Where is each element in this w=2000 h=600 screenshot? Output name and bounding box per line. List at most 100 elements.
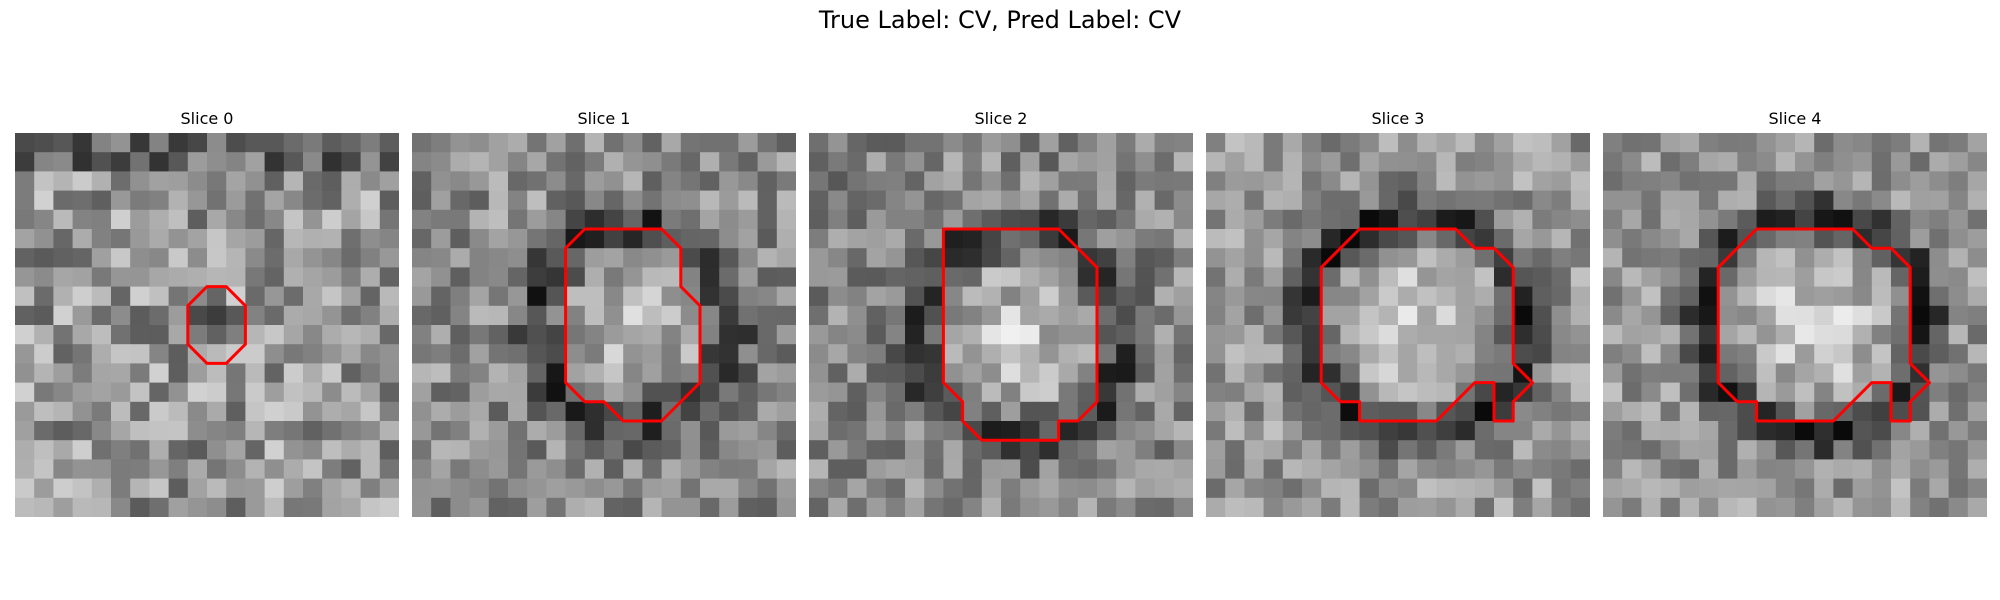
pixel: [1622, 287, 1642, 307]
pixel: [1833, 459, 1853, 479]
pixel: [1532, 402, 1552, 422]
pixel: [700, 248, 720, 268]
pixel: [1059, 440, 1079, 460]
pixel: [1135, 171, 1155, 191]
pixel: [508, 133, 528, 153]
pixel: [53, 459, 73, 479]
pixel: [1436, 325, 1456, 345]
pixel: [1244, 363, 1264, 383]
pixel: [450, 402, 470, 422]
pixel: [924, 459, 944, 479]
pixel: [1116, 229, 1136, 249]
pixel: [1949, 171, 1969, 191]
pixel: [963, 287, 983, 307]
pixel: [867, 440, 887, 460]
pixel: [1360, 479, 1380, 499]
pixel: [1552, 248, 1572, 268]
pixel: [1872, 229, 1892, 249]
pixel: [73, 363, 93, 383]
pixel: [1641, 306, 1661, 326]
pixel: [284, 363, 304, 383]
pixel: [1379, 171, 1399, 191]
pixel: [1641, 191, 1661, 211]
pixel: [1891, 325, 1911, 345]
pixel: [1641, 421, 1661, 441]
pixel: [380, 479, 399, 499]
pixel: [284, 440, 304, 460]
pixel: [1968, 171, 1987, 191]
pixel: [1379, 229, 1399, 249]
pixel: [1078, 229, 1098, 249]
pixel: [1833, 479, 1853, 499]
pixel: [1116, 210, 1136, 230]
pixel: [1513, 402, 1533, 422]
pixel: [738, 325, 758, 345]
pixel: [847, 306, 867, 326]
pixel: [1155, 210, 1175, 230]
pixel: [1641, 479, 1661, 499]
pixel: [73, 479, 93, 499]
pixel: [322, 402, 342, 422]
pixel: [604, 421, 624, 441]
pixel: [1039, 325, 1059, 345]
pixel: [111, 229, 131, 249]
pixel: [1552, 287, 1572, 307]
pixel: [1833, 325, 1853, 345]
pixel: [431, 171, 451, 191]
pixel: [1174, 325, 1193, 345]
pixel: [1872, 191, 1892, 211]
pixel: [1321, 459, 1341, 479]
pixel: [130, 440, 150, 460]
pixel: [1020, 191, 1040, 211]
pixel: [73, 383, 93, 403]
pixel: [1949, 287, 1969, 307]
pixel: [1776, 229, 1796, 249]
pixel: [1436, 363, 1456, 383]
pixel: [188, 363, 208, 383]
pixel: [1020, 383, 1040, 403]
pixel: [1910, 421, 1930, 441]
pixel: [34, 287, 54, 307]
pixel: [1757, 363, 1777, 383]
pixel: [1302, 344, 1322, 364]
pixel: [1264, 133, 1284, 153]
pixel: [585, 325, 605, 345]
pixel: [1417, 171, 1437, 191]
pixel: [188, 498, 208, 517]
pixel: [1436, 248, 1456, 268]
pixel: [828, 133, 848, 153]
pixel: [662, 325, 682, 345]
pixel: [1737, 459, 1757, 479]
pixel: [1436, 152, 1456, 172]
pixel: [431, 363, 451, 383]
pixel: [1833, 152, 1853, 172]
pixel: [1949, 325, 1969, 345]
pixel: [303, 152, 323, 172]
pixel: [527, 287, 547, 307]
pixel: [700, 191, 720, 211]
pixel: [1244, 402, 1264, 422]
pixel: [777, 152, 796, 172]
pixel: [1225, 479, 1245, 499]
pixel: [1001, 133, 1021, 153]
pixel: [15, 440, 35, 460]
pixel: [809, 440, 829, 460]
pixel: [905, 248, 925, 268]
pixel: [489, 306, 509, 326]
pixel: [867, 267, 887, 287]
pixel: [1552, 306, 1572, 326]
pixel: [111, 267, 131, 287]
pixel: [1174, 459, 1193, 479]
pixel: [1078, 306, 1098, 326]
pixel: [489, 344, 509, 364]
pixel: [470, 383, 490, 403]
pixel: [130, 402, 150, 422]
pixel: [1968, 363, 1987, 383]
pixel: [34, 459, 54, 479]
pixel: [284, 498, 304, 517]
pixel: [738, 306, 758, 326]
pixel: [1718, 440, 1738, 460]
pixel: [681, 344, 701, 364]
pixel: [1680, 306, 1700, 326]
pixel: [450, 287, 470, 307]
